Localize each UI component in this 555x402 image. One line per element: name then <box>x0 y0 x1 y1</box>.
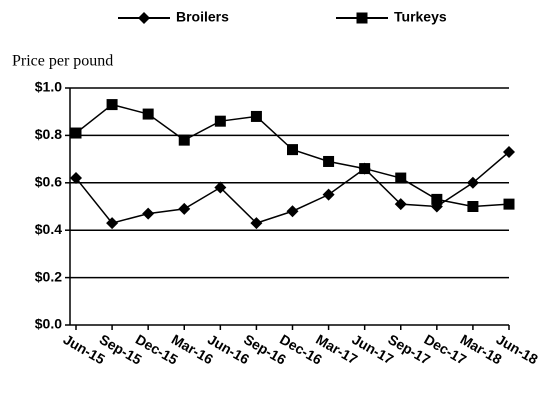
series-line <box>75 103 510 208</box>
marker <box>466 176 479 189</box>
marker <box>467 201 479 212</box>
marker <box>142 207 155 220</box>
marker <box>142 108 154 120</box>
legend-label: Broilers <box>176 9 229 25</box>
marker <box>431 193 443 205</box>
marker <box>178 134 190 146</box>
y-tick-label: $0.0 <box>35 316 62 332</box>
marker <box>286 205 299 218</box>
marker <box>322 188 335 201</box>
marker <box>394 198 407 211</box>
y-axis-label: Price per pound <box>12 53 113 70</box>
y-tick-label: $0.6 <box>35 174 62 190</box>
marker <box>214 115 226 127</box>
legend-label: Turkeys <box>394 9 447 25</box>
marker <box>214 181 227 194</box>
marker <box>359 163 371 175</box>
marker <box>250 110 262 122</box>
y-tick-label: $0.8 <box>35 126 62 142</box>
marker <box>287 144 298 156</box>
marker <box>323 155 335 167</box>
marker <box>106 217 119 230</box>
marker <box>70 127 82 139</box>
marker <box>178 202 191 215</box>
marker <box>503 145 515 158</box>
x-tick-label: Jun-18 <box>494 331 541 368</box>
y-tick-label: $0.2 <box>35 268 62 284</box>
y-tick-label: $0.4 <box>35 221 62 237</box>
marker <box>503 198 515 210</box>
y-tick-label: $1.0 <box>35 79 62 95</box>
marker <box>250 217 263 230</box>
marker <box>395 172 407 184</box>
marker <box>70 172 82 185</box>
legend-marker <box>356 12 368 24</box>
marker <box>106 99 118 111</box>
legend-marker <box>138 12 150 24</box>
